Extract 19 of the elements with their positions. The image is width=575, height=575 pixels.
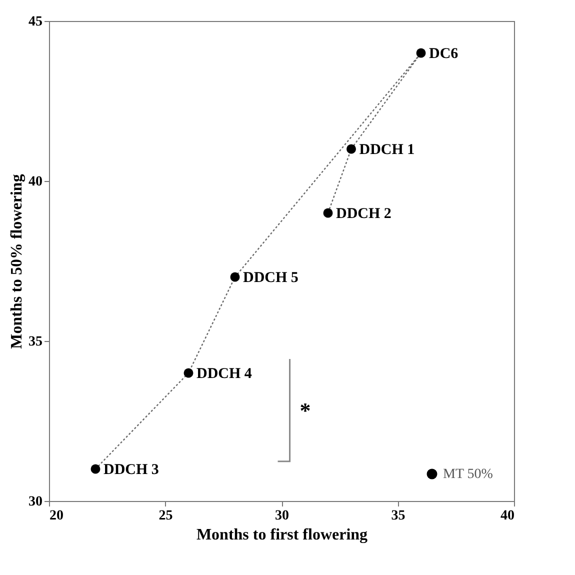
- y-tick-label: 30: [28, 494, 42, 510]
- x-tick-label: 40: [500, 508, 514, 524]
- x-tick-label: 35: [391, 508, 406, 524]
- legend-label: MT 50%: [443, 467, 494, 482]
- annotation: DDCH 2: [336, 206, 392, 222]
- annotation: DDCH 1: [359, 142, 415, 158]
- x-tick-label: 30: [275, 508, 289, 524]
- annotation: DDCH 4: [196, 366, 252, 382]
- annotation: DDCH 3: [104, 462, 159, 478]
- x-tick-label: 20: [50, 508, 64, 524]
- annotation: DC6: [429, 46, 459, 62]
- y-axis-title: Months to 50% flowering: [8, 174, 26, 349]
- y-tick-label: 40: [28, 174, 42, 190]
- y-tick-label: 35: [28, 334, 42, 350]
- annotation: DDCH 5: [243, 270, 298, 286]
- x-axis-title: Months to first flowering: [196, 526, 368, 544]
- annotation: *: [300, 398, 311, 424]
- y-tick-label: 45: [28, 14, 42, 30]
- x-tick-label: 25: [158, 508, 173, 524]
